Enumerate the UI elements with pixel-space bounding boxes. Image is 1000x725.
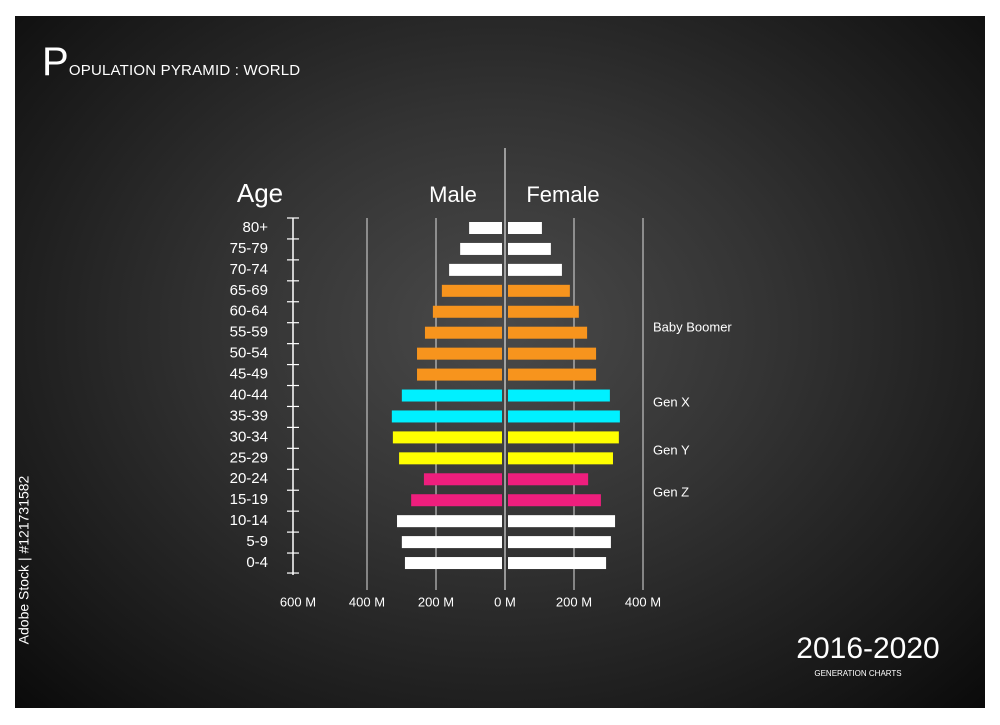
bar-male: [399, 452, 502, 465]
bar-female: [508, 557, 607, 570]
bar-male: [417, 368, 502, 381]
bar-female: [508, 389, 610, 402]
x-tick-label: 400 M: [349, 594, 385, 609]
bar-male: [449, 263, 502, 276]
generation-label: Baby Boomer: [653, 319, 732, 334]
bar-male: [460, 242, 502, 255]
y-tick-label: 10-14: [230, 512, 268, 529]
credit: Adobe Stock | #121731582: [16, 475, 32, 644]
y-tick-label: 80+: [243, 219, 269, 236]
y-tick-label: 40-44: [230, 386, 268, 403]
y-tick-label: 45-49: [230, 366, 268, 383]
y-tick-label: 0-4: [246, 554, 268, 571]
bar-male: [411, 494, 502, 507]
bar-male: [392, 431, 502, 444]
bar-male: [424, 326, 502, 339]
x-tick-label: 400 M: [625, 594, 661, 609]
y-tick-label: 70-74: [230, 261, 268, 278]
bar-male: [432, 305, 502, 318]
bar-male: [404, 557, 502, 570]
bar-male: [441, 284, 502, 297]
bar-female: [508, 473, 589, 486]
y-tick-label: 30-34: [230, 428, 268, 445]
chart-title: POPULATION PYRAMID : WORLD: [42, 40, 301, 84]
bar-male: [397, 515, 502, 528]
legend-female: Female: [526, 182, 599, 207]
bar-male: [391, 410, 502, 423]
bar-female: [508, 284, 570, 297]
bar-male: [423, 473, 502, 486]
y-tick-label: 50-54: [230, 345, 268, 362]
bar-female: [508, 222, 542, 234]
bar-female: [508, 242, 551, 255]
bar-female: [508, 368, 597, 381]
y-tick-label: 65-69: [230, 282, 268, 299]
y-tick-label: 20-24: [230, 470, 268, 487]
x-tick-label: 0 M: [494, 594, 516, 609]
chalkboard: [15, 16, 985, 708]
period: 2016-2020: [796, 632, 939, 665]
y-tick-label: 15-19: [230, 491, 268, 508]
age-axis-title: Age: [237, 178, 283, 208]
bar-male: [401, 389, 502, 402]
generation-label: Gen X: [653, 394, 690, 409]
y-tick-label: 55-59: [230, 324, 268, 341]
bar-female: [508, 263, 562, 276]
bar-female: [508, 305, 579, 318]
generation-label: Gen Z: [653, 484, 689, 499]
bar-female: [508, 452, 613, 465]
bar-female: [508, 326, 588, 339]
bar-male: [469, 222, 502, 234]
y-tick-label: 5-9: [246, 533, 268, 550]
x-tick-label: 200 M: [418, 594, 454, 609]
x-tick-label: 200 M: [556, 594, 592, 609]
subtitle: GENERATION CHARTS: [814, 669, 901, 678]
y-tick-label: 25-29: [230, 449, 268, 466]
y-tick-label: 75-79: [230, 240, 268, 257]
bar-male: [417, 347, 502, 360]
y-tick-label: 35-39: [230, 407, 268, 424]
bar-female: [508, 515, 616, 528]
x-tick-label: 600 M: [280, 594, 316, 609]
bar-female: [508, 494, 601, 507]
bar-male: [401, 536, 502, 549]
bar-female: [508, 431, 619, 444]
bar-female: [508, 347, 597, 360]
bar-female: [508, 410, 620, 423]
y-tick-label: 60-64: [230, 303, 268, 320]
legend-male: Male: [429, 182, 477, 207]
bar-female: [508, 536, 611, 549]
generation-label: Gen Y: [653, 442, 690, 457]
